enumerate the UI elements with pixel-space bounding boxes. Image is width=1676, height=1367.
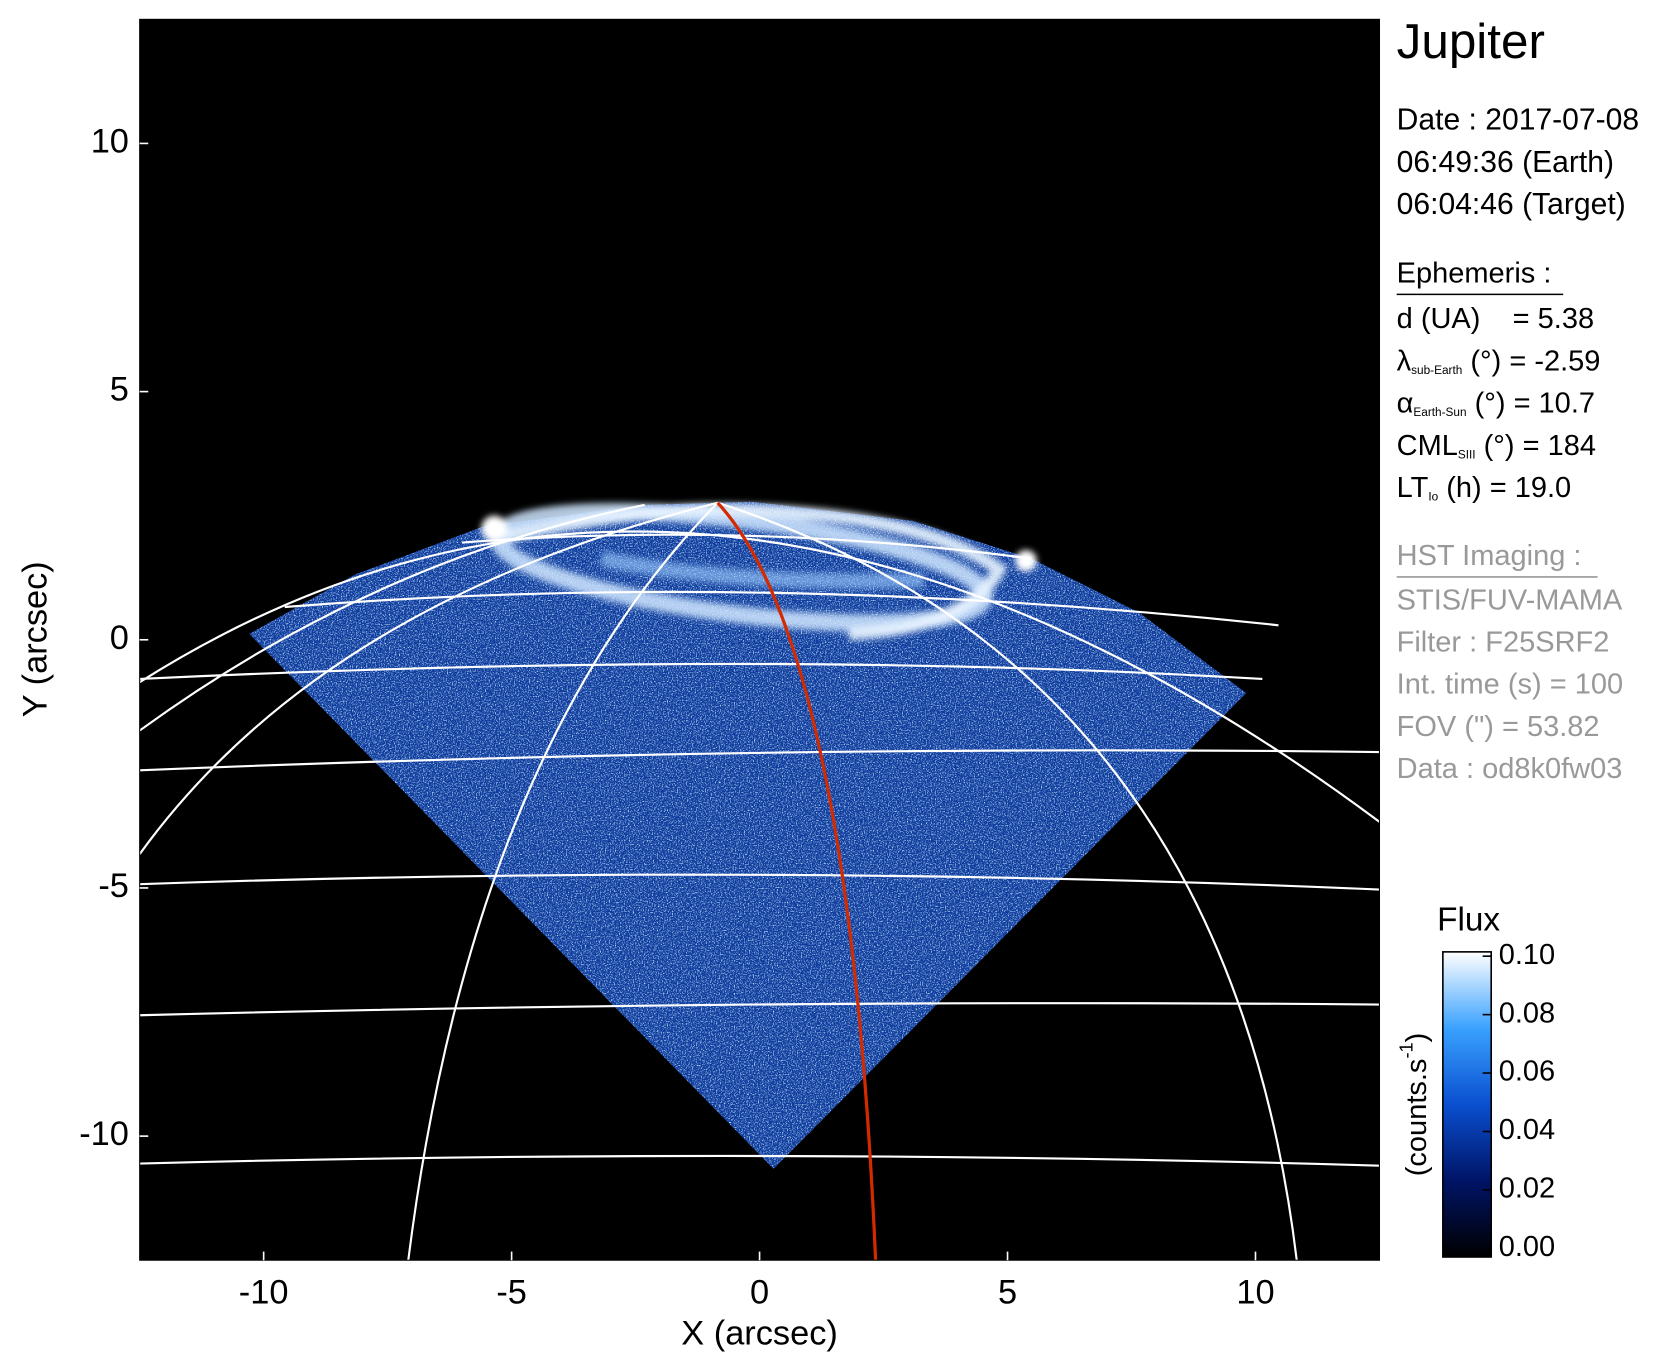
imaging-line: Data : od8k0fw03: [1397, 753, 1623, 785]
label-text: (counts.s: [1401, 1059, 1433, 1177]
x-tick-label: -10: [239, 1274, 289, 1312]
ephemeris-subscript: Io: [1428, 490, 1438, 504]
ephemeris-title: Ephemeris :: [1397, 258, 1552, 290]
x-tick-label: 0: [750, 1274, 769, 1312]
ephemeris-line: λsub-Earth (°) = -2.59: [1397, 345, 1601, 377]
y-tick-label: 5: [110, 371, 129, 409]
imaging-line: Int. time (s) = 100: [1397, 669, 1623, 701]
ephemeris-line: αEarth-Sun (°) = 10.7: [1397, 387, 1595, 419]
ephemeris-value: (°) = 184: [1476, 429, 1596, 461]
imaging-line: FOV (") = 53.82: [1397, 711, 1600, 743]
label-text: ): [1401, 1033, 1433, 1043]
x-tick-label: 10: [1236, 1274, 1274, 1312]
ephemeris-line: LTIo (h) = 19.0: [1397, 472, 1572, 504]
y-tick-label: 0: [110, 619, 129, 657]
planet-grid: [139, 501, 1380, 1261]
central-meridian: [716, 501, 878, 1261]
date-line: 06:04:46 (Target): [1397, 188, 1626, 221]
ephemeris-symbol: α: [1397, 387, 1414, 419]
y-axis-label: Y (arcsec): [17, 561, 55, 717]
ephemeris-symbol: d (UA) = 5.38: [1397, 303, 1594, 335]
colorbar-tick-label: 0.02: [1499, 1173, 1555, 1205]
ephemeris-line: CMLSIII (°) = 184: [1397, 429, 1596, 461]
colorbar-title: Flux: [1437, 902, 1500, 939]
imaging-line: Filter : F25SRF2: [1397, 627, 1610, 659]
colorbar-tick-label: 0.00: [1499, 1231, 1555, 1263]
ephemeris-symbol: λ: [1397, 345, 1412, 377]
imaging-line: STIS/FUV-MAMA: [1397, 584, 1623, 616]
x-tick-label: 5: [998, 1274, 1017, 1312]
x-axis-label: X (arcsec): [681, 1314, 838, 1352]
colorbar-tick-label: 0.08: [1499, 997, 1555, 1029]
ephemeris-value: (h) = 19.0: [1438, 472, 1571, 504]
colorbar-tick-label: 0.06: [1499, 1056, 1555, 1088]
date-line: Date : 2017-07-08: [1397, 103, 1639, 136]
image-area: [139, 19, 1380, 1261]
ephemeris-line: d (UA) = 5.38: [1397, 303, 1594, 335]
imaging-title: HST Imaging :: [1397, 540, 1582, 572]
ephemeris-value: (°) = 10.7: [1467, 387, 1595, 419]
chart-title: Jupiter: [1397, 14, 1545, 69]
y-tick-label: -10: [79, 1115, 129, 1153]
y-tick-label: -5: [98, 867, 129, 905]
x-tick-label: -5: [496, 1274, 527, 1312]
y-tick-label: 10: [91, 123, 129, 161]
aurora: [481, 503, 1037, 641]
colorbar: [1442, 951, 1493, 1258]
ephemeris-subscript: sub-Earth: [1411, 363, 1462, 377]
ephemeris-subscript: SIII: [1458, 448, 1476, 462]
ephemeris-symbol: LT: [1397, 472, 1429, 504]
colorbar-label: (counts.s-1): [1395, 1033, 1433, 1177]
colorbar-tick-label: 0.04: [1499, 1114, 1555, 1146]
ephemeris-subscript: Earth-Sun: [1413, 405, 1466, 419]
colorbar-tick-label: 0.10: [1499, 939, 1555, 971]
ephemeris-value: (°) = -2.59: [1462, 345, 1600, 377]
date-line: 06:49:36 (Earth): [1397, 146, 1614, 179]
label-superscript: -1: [1395, 1042, 1416, 1058]
ephemeris-symbol: CML: [1397, 429, 1458, 461]
